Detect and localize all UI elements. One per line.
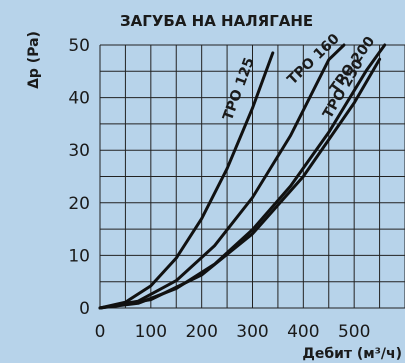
y-tick-label: 30 [68,141,90,161]
y-tick-label: 0 [79,299,90,319]
y-tick-label: 20 [68,194,90,214]
x-tick-label: 500 [338,322,370,342]
ticks: 0 100 200 300 400 500 0 10 20 30 40 50 [68,36,370,342]
x-axis-label: Дебит (м³/ч) [302,346,402,362]
x-tick-label: 100 [135,322,167,342]
chart-title: ЗАГУБА НА НАЛЯГАНЕ [120,12,313,30]
y-tick-label: 50 [68,36,90,56]
x-tick-label: 300 [236,322,268,342]
series-line-tpo-125 [98,51,275,310]
series-line-tpo-250 [98,57,382,310]
x-tick-label: 400 [287,322,319,342]
y-tick-label: 40 [68,89,90,109]
grid [99,44,405,309]
y-tick-label: 10 [68,246,90,266]
y-axis-label: Δp (Pa) [26,31,42,89]
x-tick-label: 0 [95,322,106,342]
x-tick-label: 200 [185,322,217,342]
series-line-tpo-160 [98,43,346,310]
